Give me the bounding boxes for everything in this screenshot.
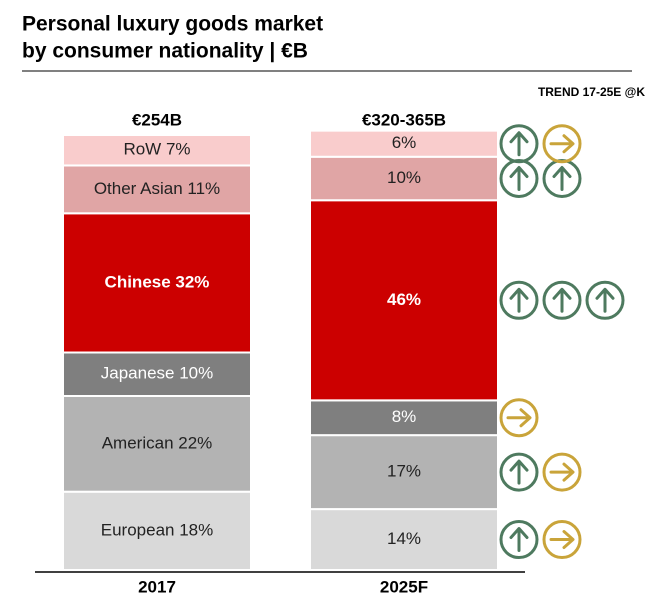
chart-title: by consumer nationality | €B <box>22 40 308 63</box>
segment-label: 10% <box>387 168 421 187</box>
trend-arrow <box>552 166 572 191</box>
trend-icon <box>499 124 539 164</box>
segment-label: RoW 7% <box>123 140 190 159</box>
trend-arrow <box>549 134 575 154</box>
trend-icon <box>542 520 582 560</box>
trend-circle <box>499 398 539 438</box>
trend-icon <box>499 520 539 560</box>
bar-segment <box>309 508 499 572</box>
x-tick-label: 2025F <box>380 577 428 596</box>
segment-label: 46% <box>387 290 421 309</box>
bar-segment <box>62 212 252 354</box>
trend-arrow <box>509 166 529 191</box>
trend-circle <box>499 452 539 492</box>
bar-segment <box>62 134 252 167</box>
trend-arrow <box>506 408 532 428</box>
chart-title: Personal luxury goods market <box>22 13 323 36</box>
trend-icon <box>499 159 539 198</box>
segment-label: American 22% <box>102 433 213 452</box>
segment-label: Chinese 32% <box>105 272 210 291</box>
trend-arrow <box>509 527 529 553</box>
trend-circle <box>542 280 582 320</box>
x-tick-label: 2017 <box>138 577 176 596</box>
total-label: €254B <box>132 110 182 129</box>
segment-label: European 18% <box>101 520 213 539</box>
segment-label: 14% <box>387 529 421 548</box>
bar-segment <box>62 351 252 397</box>
bar-segment <box>309 155 499 202</box>
trend-arrow <box>552 287 572 313</box>
trend-arrow <box>509 287 529 313</box>
trend-arrow <box>509 131 529 157</box>
trend-circle <box>542 124 582 164</box>
bar-segment <box>62 490 252 572</box>
trend-circle <box>499 124 539 164</box>
trend-circle <box>499 280 539 320</box>
trend-header: TREND 17-25E @K <box>538 85 645 99</box>
trend-arrow <box>595 287 615 313</box>
segment-label: 17% <box>387 462 421 481</box>
segment-label: 6% <box>392 133 417 152</box>
total-label: €320-365B <box>362 110 446 129</box>
trend-icon <box>542 452 582 492</box>
segment-label: 8% <box>392 407 417 426</box>
trend-arrow <box>509 459 529 485</box>
trend-icon <box>499 398 539 438</box>
trend-circle <box>542 520 582 560</box>
bar-segment <box>309 199 499 402</box>
trend-icon <box>542 159 582 198</box>
trend-icon <box>585 280 625 320</box>
trend-circle <box>499 520 539 560</box>
trend-icon <box>499 452 539 492</box>
segment-label: Japanese 10% <box>101 364 213 383</box>
segment-label: Other Asian 11% <box>94 179 220 198</box>
trend-arrow <box>549 462 575 482</box>
bar-segment <box>309 129 499 158</box>
trend-circle <box>585 280 625 320</box>
trend-icon <box>542 124 582 164</box>
trend-circle <box>542 452 582 492</box>
trend-icon <box>499 280 539 320</box>
trend-icon <box>542 280 582 320</box>
trend-arrow <box>549 530 575 550</box>
